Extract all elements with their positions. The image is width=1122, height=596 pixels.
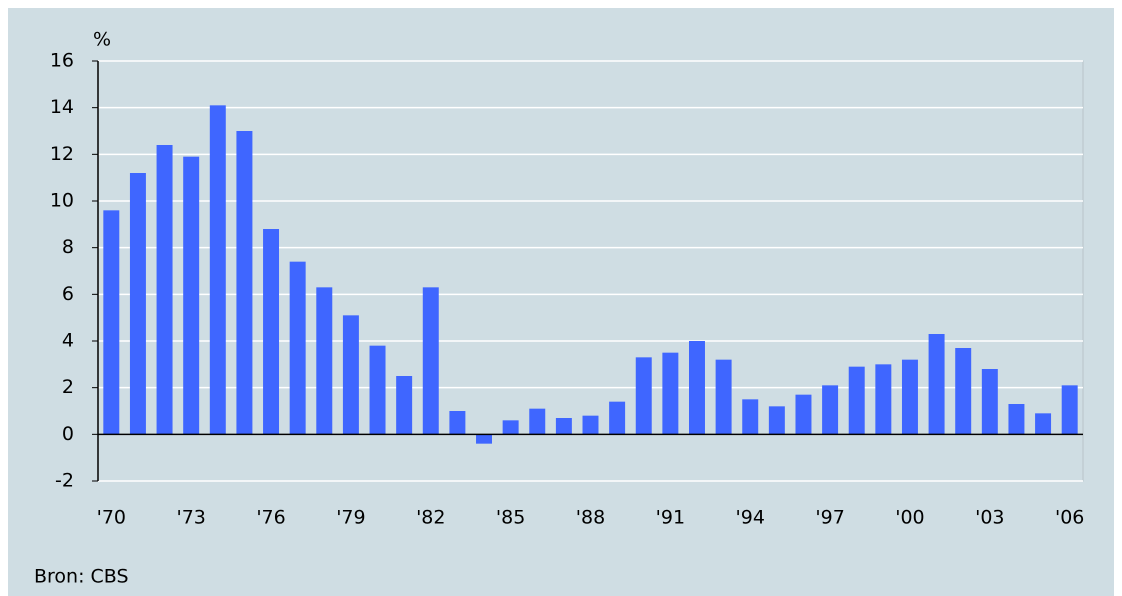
x-tick-label: '91	[656, 507, 685, 529]
x-tick-label: '88	[576, 507, 605, 529]
y-tick-label: 2	[62, 376, 74, 398]
bar	[555, 418, 572, 435]
bar	[156, 145, 173, 435]
bar	[476, 434, 492, 444]
x-tick-label: '82	[416, 507, 445, 529]
y-tick-label: 10	[50, 190, 74, 212]
y-tick-label: 14	[50, 96, 74, 118]
panel	[8, 8, 1114, 596]
x-tick-label: '70	[97, 507, 126, 529]
y-axis-label: %	[93, 29, 111, 51]
x-tick-label: '79	[336, 507, 365, 529]
bar	[928, 334, 945, 435]
bar	[316, 287, 333, 435]
bar	[635, 357, 652, 435]
bar	[848, 366, 865, 435]
x-tick-label: '94	[736, 507, 765, 529]
bar	[662, 352, 679, 435]
bar	[689, 341, 705, 435]
y-tick-label: 12	[50, 143, 74, 165]
bar	[742, 399, 759, 435]
bar	[209, 105, 226, 435]
bar	[342, 315, 359, 435]
bar	[582, 415, 599, 435]
bar	[183, 156, 200, 435]
bar	[396, 376, 413, 435]
bar	[1061, 385, 1078, 435]
x-tick-label: '03	[975, 507, 1004, 529]
y-tick-label: 16	[50, 50, 74, 72]
bar	[822, 385, 839, 435]
bar	[449, 411, 466, 435]
bar	[289, 261, 306, 435]
bar	[901, 359, 918, 435]
bar	[955, 348, 972, 435]
y-tick-label: 6	[62, 283, 74, 305]
bar	[236, 131, 253, 435]
bar	[103, 210, 120, 435]
y-tick-label: 0	[62, 423, 74, 445]
x-tick-label: '97	[815, 507, 844, 529]
x-tick-label: '76	[256, 507, 285, 529]
bar	[795, 394, 812, 435]
bar	[609, 401, 626, 435]
y-tick-label: 8	[62, 236, 74, 258]
bar	[263, 229, 280, 435]
bar	[768, 406, 785, 435]
bar	[981, 369, 998, 435]
x-tick-label: '00	[895, 507, 924, 529]
bar	[715, 359, 732, 435]
bar	[1008, 404, 1025, 435]
bar	[1035, 413, 1052, 435]
bar	[875, 364, 892, 435]
bar	[502, 420, 519, 435]
bar	[129, 173, 146, 435]
x-tick-label: '85	[496, 507, 525, 529]
y-tick-label: -2	[55, 470, 74, 492]
x-tick-label: '73	[176, 507, 205, 529]
y-tick-label: 4	[62, 330, 74, 352]
source-note: Bron: CBS	[34, 566, 129, 588]
bar	[422, 287, 439, 435]
x-tick-label: '06	[1055, 507, 1084, 529]
bar	[369, 345, 386, 435]
bar	[529, 408, 546, 435]
